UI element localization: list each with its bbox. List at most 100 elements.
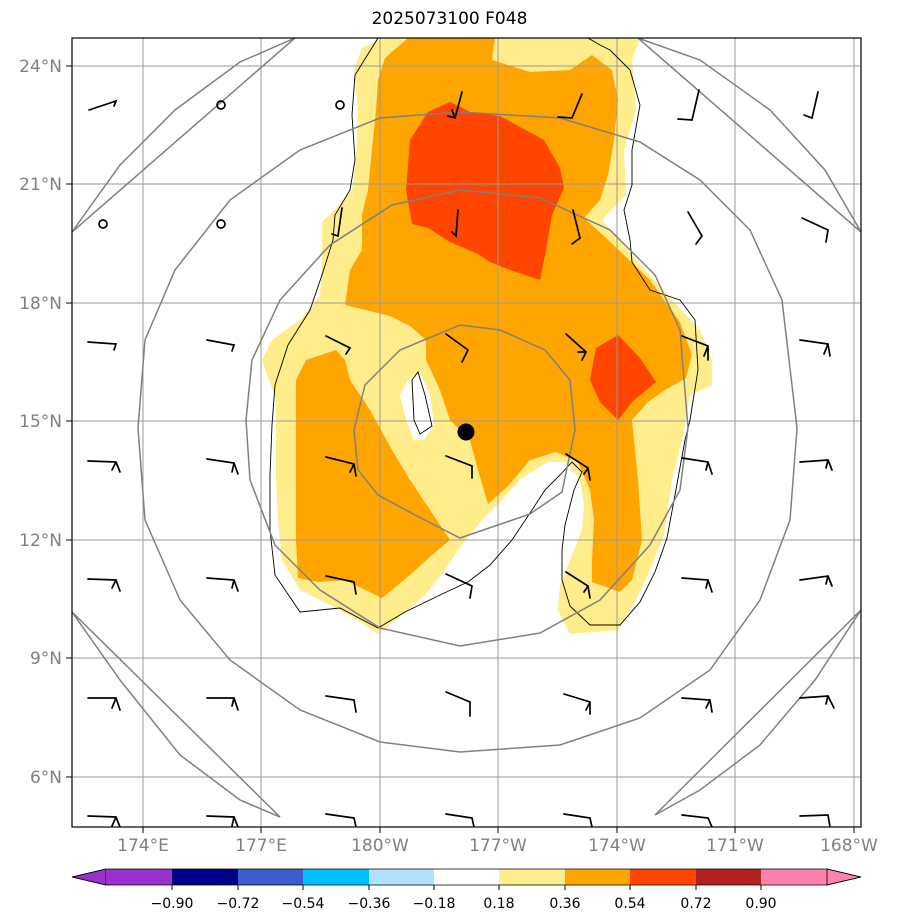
wind-barb (565, 453, 591, 481)
colorbar-bin (106, 869, 172, 885)
colorbar-bin (238, 869, 303, 885)
wind-barb (206, 577, 239, 592)
lat-label: 18°N (19, 294, 62, 314)
colorbar-bin (434, 869, 499, 885)
field-red-east (590, 335, 656, 420)
wind-barb (565, 571, 591, 599)
colorbar-label: 0.54 (614, 896, 645, 912)
wind-barb (447, 91, 463, 120)
lat-label: 12°N (19, 531, 62, 551)
shaded-field (262, 38, 712, 634)
wind-barb (325, 695, 357, 713)
colorbar-extend-high (826, 868, 862, 886)
wind-barb (681, 335, 709, 361)
lon-label: 177°W (469, 836, 527, 856)
wind-barb (563, 813, 593, 827)
wind-barb (87, 578, 121, 592)
wind-barb (325, 813, 357, 827)
lon-label: 168°W (820, 836, 878, 856)
range-rings (72, 38, 861, 818)
wind-barb (557, 93, 583, 119)
range-ring-7 (654, 609, 861, 816)
colorbar-label: 0.90 (745, 896, 776, 912)
range-ring-6 (637, 38, 861, 233)
wind-barb (803, 91, 819, 120)
wind-barb (206, 339, 236, 352)
colorbar-label: −0.36 (348, 896, 391, 912)
wind-barb (445, 455, 473, 479)
lat-label: 6°N (30, 768, 62, 788)
field-red-north (406, 102, 564, 280)
lat-lon-grid (72, 38, 861, 827)
wind-barb (677, 89, 700, 121)
wind-barb (681, 697, 713, 713)
lon-label: 174°W (588, 836, 646, 856)
wind-barbs (87, 89, 835, 827)
wind-barb (325, 575, 357, 595)
lon-label: 174°E (117, 836, 169, 856)
field-white-hole (400, 372, 434, 440)
wind-barb (565, 333, 588, 361)
wind-barb (325, 456, 357, 477)
wind-barb (445, 573, 473, 599)
wind-barb (799, 459, 833, 471)
colorbar-label: −0.54 (282, 896, 325, 912)
colorbar-bin (761, 869, 827, 885)
lon-label: 171°W (706, 836, 764, 856)
lon-label: 177°E (235, 836, 287, 856)
colorbar-label: 0.36 (549, 896, 580, 912)
wind-barb (799, 339, 831, 357)
lon-label: 180°W (351, 836, 409, 856)
colorbar-bin (303, 869, 369, 885)
plot-frame (71, 37, 862, 828)
wind-barb (445, 333, 470, 363)
colorbar-bin (499, 869, 565, 885)
wind-barb (87, 460, 121, 473)
wind-barb (206, 815, 239, 827)
range-ring-1 (353, 324, 576, 539)
lat-label: 9°N (30, 649, 62, 669)
wind-barb (681, 457, 713, 475)
lat-label: 15°N (19, 412, 62, 432)
wind-barb (87, 341, 118, 351)
lat-labels: 24°N 21°N 18°N 15°N 12°N 9°N 6°N (19, 57, 62, 788)
calm-circle (216, 219, 226, 229)
wind-barb (87, 697, 121, 711)
thin-contour (269, 38, 699, 629)
wind-barb (445, 813, 475, 827)
wind-barb (206, 458, 239, 475)
range-ring-4 (72, 38, 296, 233)
colorbar-label: −0.90 (151, 896, 194, 912)
range-ring-5 (72, 611, 281, 818)
lon-labels: 174°E 177°E 180°W 177°W 174°W 171°W 168°… (117, 836, 878, 856)
wind-barb (681, 814, 713, 827)
colorbar-extend-low (71, 868, 107, 886)
wind-barb (451, 209, 459, 238)
calm-circle (335, 100, 345, 110)
wind-barb (88, 99, 118, 111)
colorbar-label: −0.18 (413, 896, 456, 912)
colorbar-label: 0.18 (483, 896, 514, 912)
colorbar-bin (565, 869, 630, 885)
axis-ticks (66, 65, 855, 833)
storm-center-marker (457, 423, 475, 441)
colorbar-label: −0.72 (217, 896, 260, 912)
wind-barb (687, 211, 704, 245)
range-ring-2 (245, 189, 689, 647)
wind-barb (206, 697, 239, 711)
colorbar-bin (369, 869, 434, 885)
wind-barb (325, 335, 352, 355)
wind-barb (799, 695, 835, 709)
colorbar: −0.90 −0.72 −0.54 −0.36 −0.18 0.18 0.36 … (71, 868, 862, 912)
range-ring-3 (137, 111, 798, 753)
colorbar-bin (630, 869, 696, 885)
colorbar-bin (172, 869, 238, 885)
wind-barb (799, 814, 831, 827)
lat-label: 21°N (19, 175, 62, 195)
wind-barb (681, 577, 713, 593)
calm-circle (98, 219, 108, 229)
colorbar-outline (71, 868, 862, 886)
wind-barb (571, 209, 581, 245)
colorbar-bin (696, 869, 761, 885)
